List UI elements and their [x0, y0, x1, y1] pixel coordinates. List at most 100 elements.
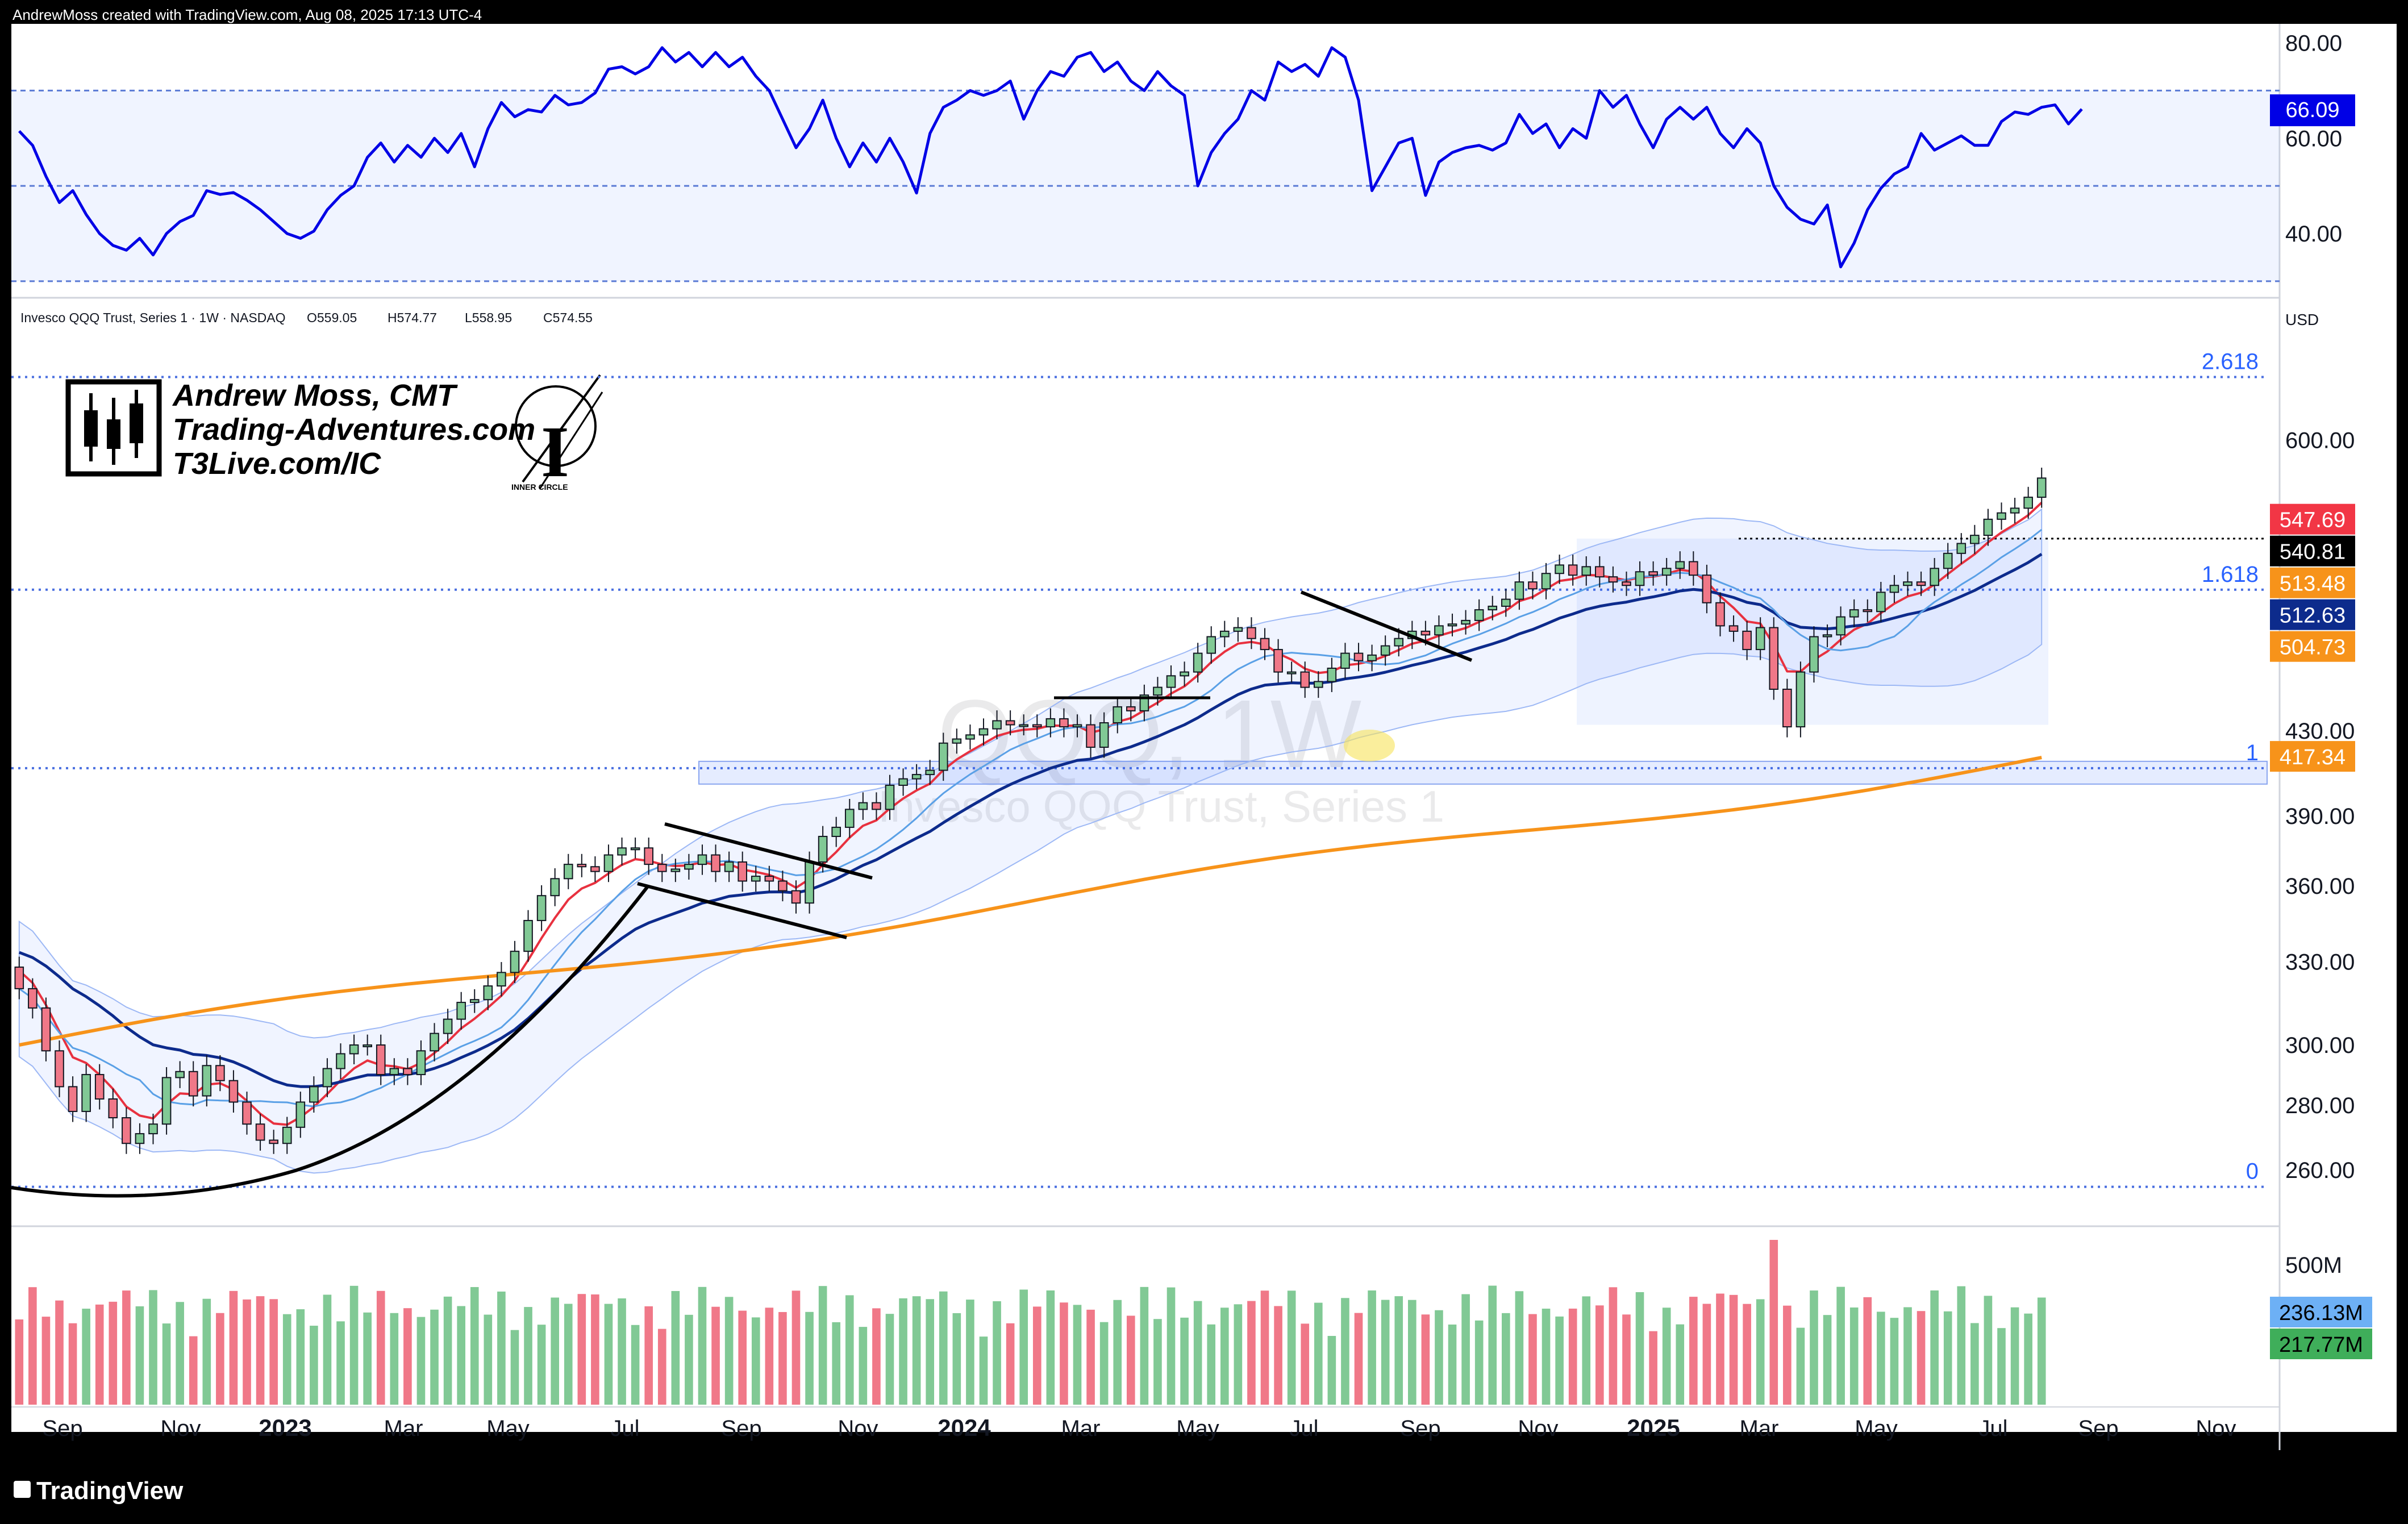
candle[interactable]: [844, 799, 855, 838]
volume-bar[interactable]: [1166, 1287, 1176, 1405]
candle[interactable]: [1581, 556, 1592, 586]
volume-bar[interactable]: [1126, 1315, 1135, 1405]
candle[interactable]: [1943, 543, 1953, 579]
candle[interactable]: [1956, 533, 1967, 564]
candle[interactable]: [550, 868, 560, 906]
volume-bar[interactable]: [1448, 1324, 1457, 1405]
candle[interactable]: [1876, 582, 1886, 622]
volume-bar[interactable]: [1341, 1298, 1349, 1405]
candle[interactable]: [1072, 714, 1082, 738]
candle[interactable]: [148, 1113, 158, 1144]
volume-bar[interactable]: [323, 1294, 332, 1405]
volume-bar[interactable]: [1756, 1299, 1765, 1405]
volume-bar[interactable]: [122, 1290, 131, 1405]
candle[interactable]: [590, 856, 600, 882]
volume-bar[interactable]: [1555, 1316, 1564, 1405]
volume-bar[interactable]: [403, 1308, 412, 1405]
volume-bar[interactable]: [1461, 1294, 1470, 1405]
candle[interactable]: [2023, 486, 2033, 519]
volume-bar[interactable]: [176, 1302, 184, 1405]
candle[interactable]: [1555, 555, 1564, 584]
candle[interactable]: [1809, 626, 1819, 683]
volume-bar[interactable]: [845, 1295, 854, 1405]
volume-bar[interactable]: [216, 1313, 224, 1405]
volume-bar[interactable]: [564, 1304, 573, 1405]
volume-bar[interactable]: [1180, 1317, 1189, 1405]
volume-bar[interactable]: [952, 1313, 961, 1405]
candle[interactable]: [1032, 714, 1042, 738]
volume-bar[interactable]: [618, 1298, 626, 1405]
volume-bar[interactable]: [1970, 1323, 1979, 1405]
volume-bar[interactable]: [243, 1299, 251, 1405]
candle[interactable]: [1126, 696, 1136, 722]
candle[interactable]: [630, 837, 640, 859]
volume-bar[interactable]: [1247, 1301, 1256, 1405]
candle[interactable]: [1782, 678, 1792, 738]
volume-bar[interactable]: [1193, 1301, 1202, 1405]
volume-bar[interactable]: [1368, 1290, 1376, 1405]
candle[interactable]: [1447, 613, 1457, 636]
volume-bar[interactable]: [1073, 1305, 1082, 1405]
volume-bar[interactable]: [15, 1319, 24, 1405]
volume-bar[interactable]: [1435, 1310, 1443, 1405]
volume-bar[interactable]: [1917, 1311, 1926, 1405]
volume-bar[interactable]: [1769, 1240, 1778, 1405]
candle[interactable]: [215, 1055, 225, 1092]
candle[interactable]: [1863, 599, 1873, 622]
volume-bar[interactable]: [2010, 1307, 2019, 1405]
candle[interactable]: [1648, 561, 1658, 586]
candle[interactable]: [1568, 555, 1578, 586]
candle[interactable]: [965, 724, 975, 750]
volume-bar[interactable]: [68, 1323, 77, 1405]
volume-bar[interactable]: [349, 1285, 359, 1405]
candle[interactable]: [563, 853, 573, 889]
candle[interactable]: [1166, 665, 1176, 698]
volume-bar[interactable]: [1796, 1327, 1805, 1405]
candle[interactable]: [68, 1076, 78, 1122]
volume-bar[interactable]: [1676, 1324, 1685, 1405]
candle[interactable]: [1353, 643, 1364, 672]
volume-bar[interactable]: [1689, 1297, 1698, 1405]
volume-bar[interactable]: [685, 1314, 693, 1405]
volume-bar[interactable]: [2037, 1297, 2046, 1405]
volume-bar[interactable]: [1823, 1315, 1832, 1405]
volume-bar[interactable]: [497, 1291, 506, 1405]
candle[interactable]: [1675, 551, 1685, 579]
volume-bar[interactable]: [993, 1301, 1001, 1405]
candle[interactable]: [1380, 635, 1390, 666]
candle[interactable]: [430, 1023, 439, 1061]
volume-bar[interactable]: [537, 1325, 546, 1405]
candle[interactable]: [510, 940, 520, 983]
candle[interactable]: [1461, 610, 1470, 635]
candle[interactable]: [1086, 714, 1095, 758]
candle[interactable]: [242, 1092, 252, 1135]
volume-bar[interactable]: [1408, 1300, 1417, 1405]
volume-bar[interactable]: [1381, 1300, 1390, 1405]
candle[interactable]: [938, 732, 948, 781]
volume-bar[interactable]: [1890, 1318, 1899, 1405]
candle[interactable]: [1045, 708, 1056, 738]
candle[interactable]: [1997, 502, 2006, 530]
volume-bar[interactable]: [859, 1327, 868, 1405]
volume-bar[interactable]: [363, 1312, 372, 1405]
volume-bar[interactable]: [1260, 1290, 1269, 1405]
candle[interactable]: [1005, 710, 1015, 736]
volume-bar[interactable]: [390, 1313, 399, 1405]
candle[interactable]: [617, 837, 627, 866]
volume-bar[interactable]: [738, 1310, 747, 1405]
candle[interactable]: [711, 844, 720, 882]
candle[interactable]: [1836, 606, 1845, 646]
volume-bar[interactable]: [885, 1314, 894, 1405]
volume-bar[interactable]: [631, 1325, 640, 1405]
volume-bar[interactable]: [1421, 1314, 1430, 1405]
volume-bar[interactable]: [1488, 1285, 1497, 1405]
candle[interactable]: [657, 853, 667, 882]
candle[interactable]: [1273, 639, 1283, 683]
candle[interactable]: [831, 817, 841, 847]
candle[interactable]: [1153, 677, 1163, 706]
candle[interactable]: [1916, 571, 1926, 596]
candle[interactable]: [577, 853, 587, 877]
candle[interactable]: [1474, 599, 1484, 631]
candle[interactable]: [282, 1117, 292, 1154]
candle[interactable]: [1528, 571, 1538, 599]
